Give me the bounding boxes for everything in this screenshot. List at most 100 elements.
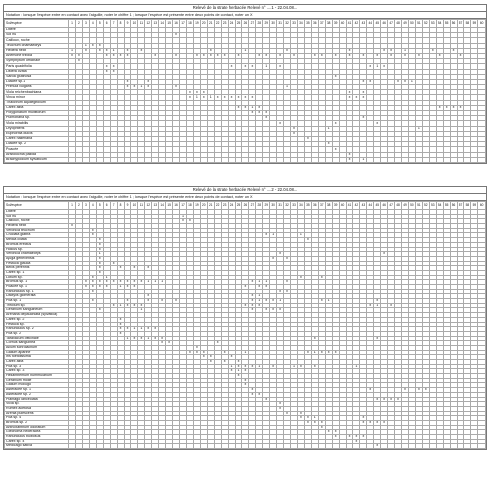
point-header: 53 [428,19,437,28]
header-row: Sol/espèce 1 2 3 4 5 6 7 8 9 10 11 12 13 14 15 16 17 18 19 2… [4,19,486,28]
contact-cell [331,156,340,163]
contact-cell [137,443,146,450]
contact-cell [380,443,389,450]
contact-cell [269,443,278,450]
point-header: 38 [324,19,333,28]
contact-cell [158,156,167,163]
table-row: Arenaria depauchiata (sylvatica) [4,312,486,318]
point-header: 46 [380,19,389,28]
contact-cell [81,156,90,163]
point-header: 60 [477,19,486,28]
point-header: 51 [414,201,423,210]
point-header: 30 [269,201,278,210]
contact-cell [331,443,340,450]
point-header: 28 [255,19,264,28]
point-header: 11 [137,19,146,28]
contact-cell: 1 [359,156,368,163]
point-header: 31 [276,19,285,28]
point-header: 57 [456,19,465,28]
point-header: 44 [366,201,375,210]
point-header: 41 [345,19,354,28]
point-header: 14 [158,201,167,210]
contact-cell [303,156,312,163]
sheet-title: Relevé de la strate herbacée Relevé n° .… [4,187,486,194]
point-header: 51 [414,19,423,28]
species-header: Sol/espèce [4,201,69,210]
point-header: 4 [88,19,97,28]
species-name: Brachypodium sylvaticum [4,156,69,163]
contact-cell [421,156,430,163]
point-header: 21 [206,19,215,28]
table-row: Sol nu 1 [4,213,486,220]
point-header: 53 [428,201,437,210]
contact-cell [220,443,229,450]
contact-cell [269,156,278,163]
point-header: 19 [192,201,201,210]
contact-cell [213,443,222,450]
contact-cell [123,443,132,450]
point-header: 9 [123,19,132,28]
contact-cell [456,156,465,163]
contact-cell [95,156,104,163]
notation-note: Notation : lorsque l'espèce entre en con… [4,12,486,19]
contact-cell [276,156,285,163]
contact-cell [172,156,180,163]
point-header: 42 [352,19,361,28]
point-header: 43 [359,19,368,28]
point-header: 29 [262,19,271,28]
sheet-2: Relevé de la strate herbacée Relevé n° .… [3,186,487,451]
point-header: 12 [144,201,153,210]
contact-cell [227,443,236,450]
species-header: Sol/espèce [4,19,69,28]
point-header: 45 [373,19,382,28]
point-header: 52 [421,201,430,210]
point-header: 19 [192,19,201,28]
point-header: 26 [241,19,250,28]
point-header: 47 [387,19,396,28]
table-row: Polygonatum multiflorum x x x [4,109,486,117]
point-header: 16 [172,201,180,210]
contact-cell [449,443,458,450]
contact-cell [88,443,97,450]
point-header: 26 [241,201,250,210]
contact-cell [179,156,187,163]
contact-cell [359,443,368,450]
contact-cell [338,156,347,163]
point-header: 29 [262,201,271,210]
contact-cell [206,443,215,450]
point-header: 32 [283,201,291,210]
contact-cell [463,156,472,163]
contact-cell [165,443,174,450]
notation-note: Notation : lorsque l'espèce entre en con… [4,194,486,201]
contact-cell [470,443,479,450]
point-header: 7 [109,201,118,210]
contact-cell [435,156,444,163]
contact-cell: x [373,443,382,450]
point-header: 3 [81,201,90,210]
sheet-title: Relevé de la strate herbacée Relevé n° .… [4,5,486,12]
contact-cell [428,156,437,163]
contact-cell [373,156,382,163]
table-row: Medicago sativa x [4,443,486,450]
contact-cell [414,156,423,163]
contact-cell [442,156,451,163]
table-row: Listera ovata x x [4,68,486,75]
contact-cell [192,443,201,450]
contact-cell [338,443,347,450]
contact-cell [199,156,208,163]
contact-cell [234,443,243,450]
table-row: Geranium sanguineum x 1 x x x x [4,307,486,314]
contact-cell [317,156,326,163]
contact-cell [428,443,437,450]
point-header: 34 [296,201,305,210]
point-header: 16 [172,19,180,28]
contact-cell [352,156,361,163]
point-header: 1 [68,19,76,28]
point-header: 42 [352,201,361,210]
contact-cell [345,443,354,450]
contact-cell [151,443,160,450]
table-row: Taraxacum officinale 1 x x 1 x x x x [4,335,486,342]
point-header: 22 [213,19,222,28]
